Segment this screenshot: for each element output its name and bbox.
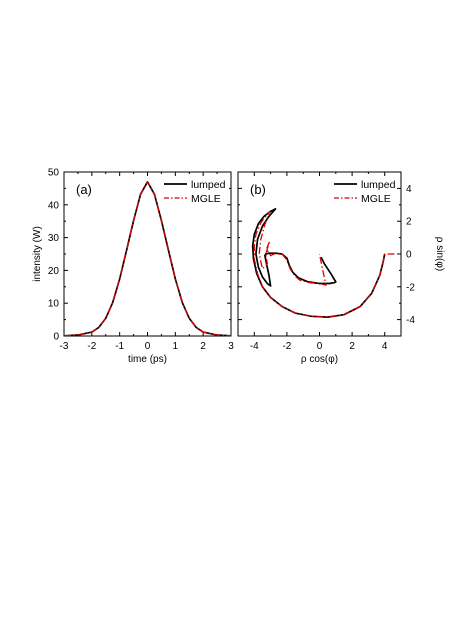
x-tick-label: 1	[173, 341, 179, 352]
y-tick-label: 0	[53, 332, 59, 343]
y-tick-label: 10	[48, 299, 60, 310]
series-line-mgle	[64, 181, 231, 336]
y-tick-label: 0	[406, 250, 412, 261]
x-tick-label: 2	[349, 341, 355, 352]
legend-label-lumped: lumped	[191, 179, 226, 191]
y-tick-label: 40	[48, 200, 60, 211]
y-tick-label: 2	[406, 217, 412, 228]
panel-label: (a)	[76, 182, 92, 197]
series-line-mgle	[253, 210, 395, 318]
y-tick-label: 20	[48, 266, 60, 277]
y-tick-label: -2	[406, 282, 415, 293]
legend-label-mgle: MGLE	[361, 193, 391, 205]
y-tick-label: -4	[406, 315, 415, 326]
series-line-lumped	[64, 180, 231, 336]
y-tick-label: 50	[48, 168, 60, 179]
x-tick-label: -1	[115, 341, 124, 352]
x-tick-label: -2	[282, 341, 291, 352]
panel-b: -4 -2 0 2 4 -4 -2 0 2 4 ρ cos(φ) ρ sin(φ) (b) lumped M…	[237, 171, 445, 365]
x-tick-label: 2	[200, 341, 206, 352]
y-tick-label: 4	[406, 184, 412, 195]
x-tick-label: 3	[228, 341, 234, 352]
x-tick-label: -2	[87, 341, 96, 352]
legend-label-lumped: lumped	[361, 179, 396, 191]
x-tick-label: 0	[317, 341, 323, 352]
y-axis-label: ρ sin(φ)	[434, 237, 445, 271]
legend-label-mgle: MGLE	[191, 193, 221, 205]
x-axis-label: ρ cos(φ)	[301, 354, 338, 365]
x-tick-label: -4	[250, 341, 259, 352]
x-tick-label: -3	[60, 341, 69, 352]
series-line-lumped	[251, 208, 386, 318]
x-tick-label: 4	[382, 341, 388, 352]
y-axis-label: intensity (W)	[32, 226, 43, 282]
y-tick-label: 30	[48, 233, 60, 244]
panel-label: (b)	[250, 182, 266, 197]
x-axis-label: time (ps)	[128, 354, 167, 365]
x-tick-label: 0	[145, 341, 151, 352]
